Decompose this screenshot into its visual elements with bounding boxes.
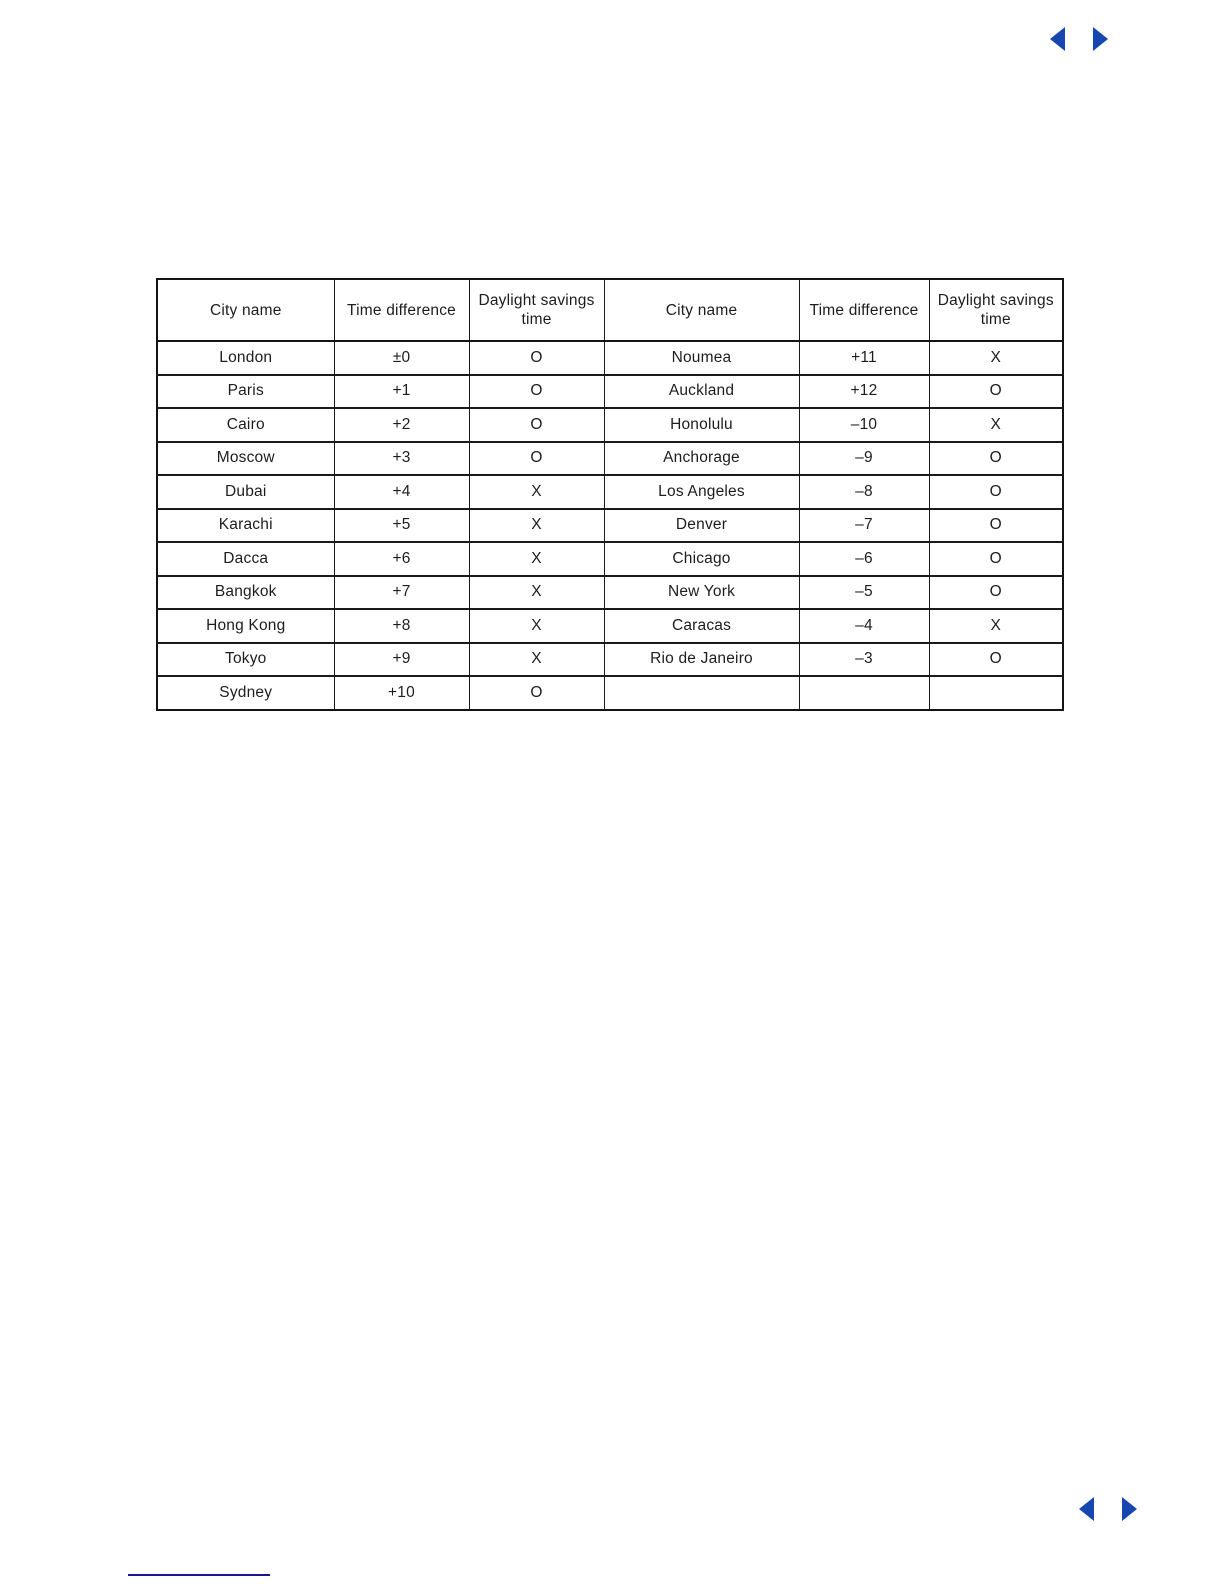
table-body: London ±0 O Noumea +11 X Paris +1 O Auckland +12 O C… bbox=[156, 340, 1064, 710]
table-cell: Moscow bbox=[156, 440, 335, 476]
table-cell: O bbox=[928, 474, 1064, 509]
table-cell: +7 bbox=[333, 574, 470, 610]
table-cell bbox=[928, 675, 1064, 710]
column-header-city-2: City name bbox=[603, 278, 800, 342]
timezone-table: City name Time difference Daylight savin… bbox=[156, 278, 1064, 711]
table-cell: –3 bbox=[798, 641, 930, 677]
table-cell: X bbox=[468, 608, 605, 643]
table-cell: Dacca bbox=[156, 541, 335, 576]
nav-next-page-icon[interactable] bbox=[1093, 27, 1108, 51]
table-row: Paris +1 O Auckland +12 O bbox=[156, 373, 1064, 409]
table-cell: +2 bbox=[333, 407, 470, 442]
table-cell: –9 bbox=[798, 440, 930, 476]
nav-next-page-icon[interactable] bbox=[1122, 1497, 1137, 1521]
table-header-row: City name Time difference Daylight savin… bbox=[156, 278, 1064, 342]
table-cell: O bbox=[928, 373, 1064, 409]
nav-previous-page-icon[interactable] bbox=[1079, 1497, 1094, 1521]
table-cell: +10 bbox=[333, 675, 470, 710]
table-row: Hong Kong +8 X Caracas –4 X bbox=[156, 608, 1064, 643]
table-cell: O bbox=[468, 340, 605, 375]
table-cell: +5 bbox=[333, 507, 470, 543]
table-row: London ±0 O Noumea +11 X bbox=[156, 340, 1064, 375]
table-row: Moscow +3 O Anchorage –9 O bbox=[156, 440, 1064, 476]
column-header-timediff-2: Time difference bbox=[798, 278, 930, 342]
table-cell: London bbox=[156, 340, 335, 375]
table-cell: Tokyo bbox=[156, 641, 335, 677]
table-cell: Rio de Janeiro bbox=[603, 641, 800, 677]
table-cell: Noumea bbox=[603, 340, 800, 375]
column-header-city-1: City name bbox=[156, 278, 335, 342]
table-cell: New York bbox=[603, 574, 800, 610]
table-cell: ±0 bbox=[333, 340, 470, 375]
table-cell: +1 bbox=[333, 373, 470, 409]
table-cell: +9 bbox=[333, 641, 470, 677]
table-cell bbox=[798, 675, 930, 710]
table-cell: –6 bbox=[798, 541, 930, 576]
table-cell: O bbox=[468, 440, 605, 476]
table-cell: Chicago bbox=[603, 541, 800, 576]
footer-rule bbox=[128, 1574, 270, 1576]
table-cell bbox=[603, 675, 800, 710]
table-cell: X bbox=[468, 507, 605, 543]
table-cell: O bbox=[468, 407, 605, 442]
table-cell: Sydney bbox=[156, 675, 335, 710]
table-cell: Honolulu bbox=[603, 407, 800, 442]
table-cell: Hong Kong bbox=[156, 608, 335, 643]
column-header-timediff-1: Time difference bbox=[333, 278, 470, 342]
table-cell: Bangkok bbox=[156, 574, 335, 610]
table-cell: Auckland bbox=[603, 373, 800, 409]
table-cell: Los Angeles bbox=[603, 474, 800, 509]
table-cell: X bbox=[928, 340, 1064, 375]
table-cell: Caracas bbox=[603, 608, 800, 643]
table-cell: O bbox=[468, 675, 605, 710]
table-cell: Denver bbox=[603, 507, 800, 543]
table-cell: +3 bbox=[333, 440, 470, 476]
table-cell: –5 bbox=[798, 574, 930, 610]
table-cell: +12 bbox=[798, 373, 930, 409]
table-row: Dubai +4 X Los Angeles –8 O bbox=[156, 474, 1064, 509]
nav-previous-page-icon[interactable] bbox=[1050, 27, 1065, 51]
table-cell: Dubai bbox=[156, 474, 335, 509]
table-cell: –4 bbox=[798, 608, 930, 643]
table-cell: +6 bbox=[333, 541, 470, 576]
table-cell: O bbox=[928, 507, 1064, 543]
table-cell: Anchorage bbox=[603, 440, 800, 476]
table-cell: –7 bbox=[798, 507, 930, 543]
table-cell: –8 bbox=[798, 474, 930, 509]
table-row: Sydney +10 O bbox=[156, 675, 1064, 710]
column-header-dst-2: Daylight savings time bbox=[928, 278, 1064, 342]
table-cell: X bbox=[468, 641, 605, 677]
table-row: Dacca +6 X Chicago –6 O bbox=[156, 541, 1064, 576]
table-cell: X bbox=[928, 407, 1064, 442]
table-cell: Paris bbox=[156, 373, 335, 409]
table-cell: X bbox=[468, 574, 605, 610]
table-row: Bangkok +7 X New York –5 O bbox=[156, 574, 1064, 610]
table-cell: –10 bbox=[798, 407, 930, 442]
table-cell: +8 bbox=[333, 608, 470, 643]
timezone-table-container: City name Time difference Daylight savin… bbox=[156, 278, 1064, 711]
table-cell: X bbox=[468, 541, 605, 576]
table-cell: X bbox=[928, 608, 1064, 643]
table-cell: +4 bbox=[333, 474, 470, 509]
table-cell: Karachi bbox=[156, 507, 335, 543]
table-cell: X bbox=[468, 474, 605, 509]
table-row: Karachi +5 X Denver –7 O bbox=[156, 507, 1064, 543]
table-row: Tokyo +9 X Rio de Janeiro –3 O bbox=[156, 641, 1064, 677]
table-cell: O bbox=[928, 641, 1064, 677]
table-row: Cairo +2 O Honolulu –10 X bbox=[156, 407, 1064, 442]
table-cell: +11 bbox=[798, 340, 930, 375]
column-header-dst-1: Daylight savings time bbox=[468, 278, 605, 342]
table-cell: O bbox=[468, 373, 605, 409]
table-cell: O bbox=[928, 440, 1064, 476]
table-cell: O bbox=[928, 574, 1064, 610]
table-cell: O bbox=[928, 541, 1064, 576]
table-cell: Cairo bbox=[156, 407, 335, 442]
